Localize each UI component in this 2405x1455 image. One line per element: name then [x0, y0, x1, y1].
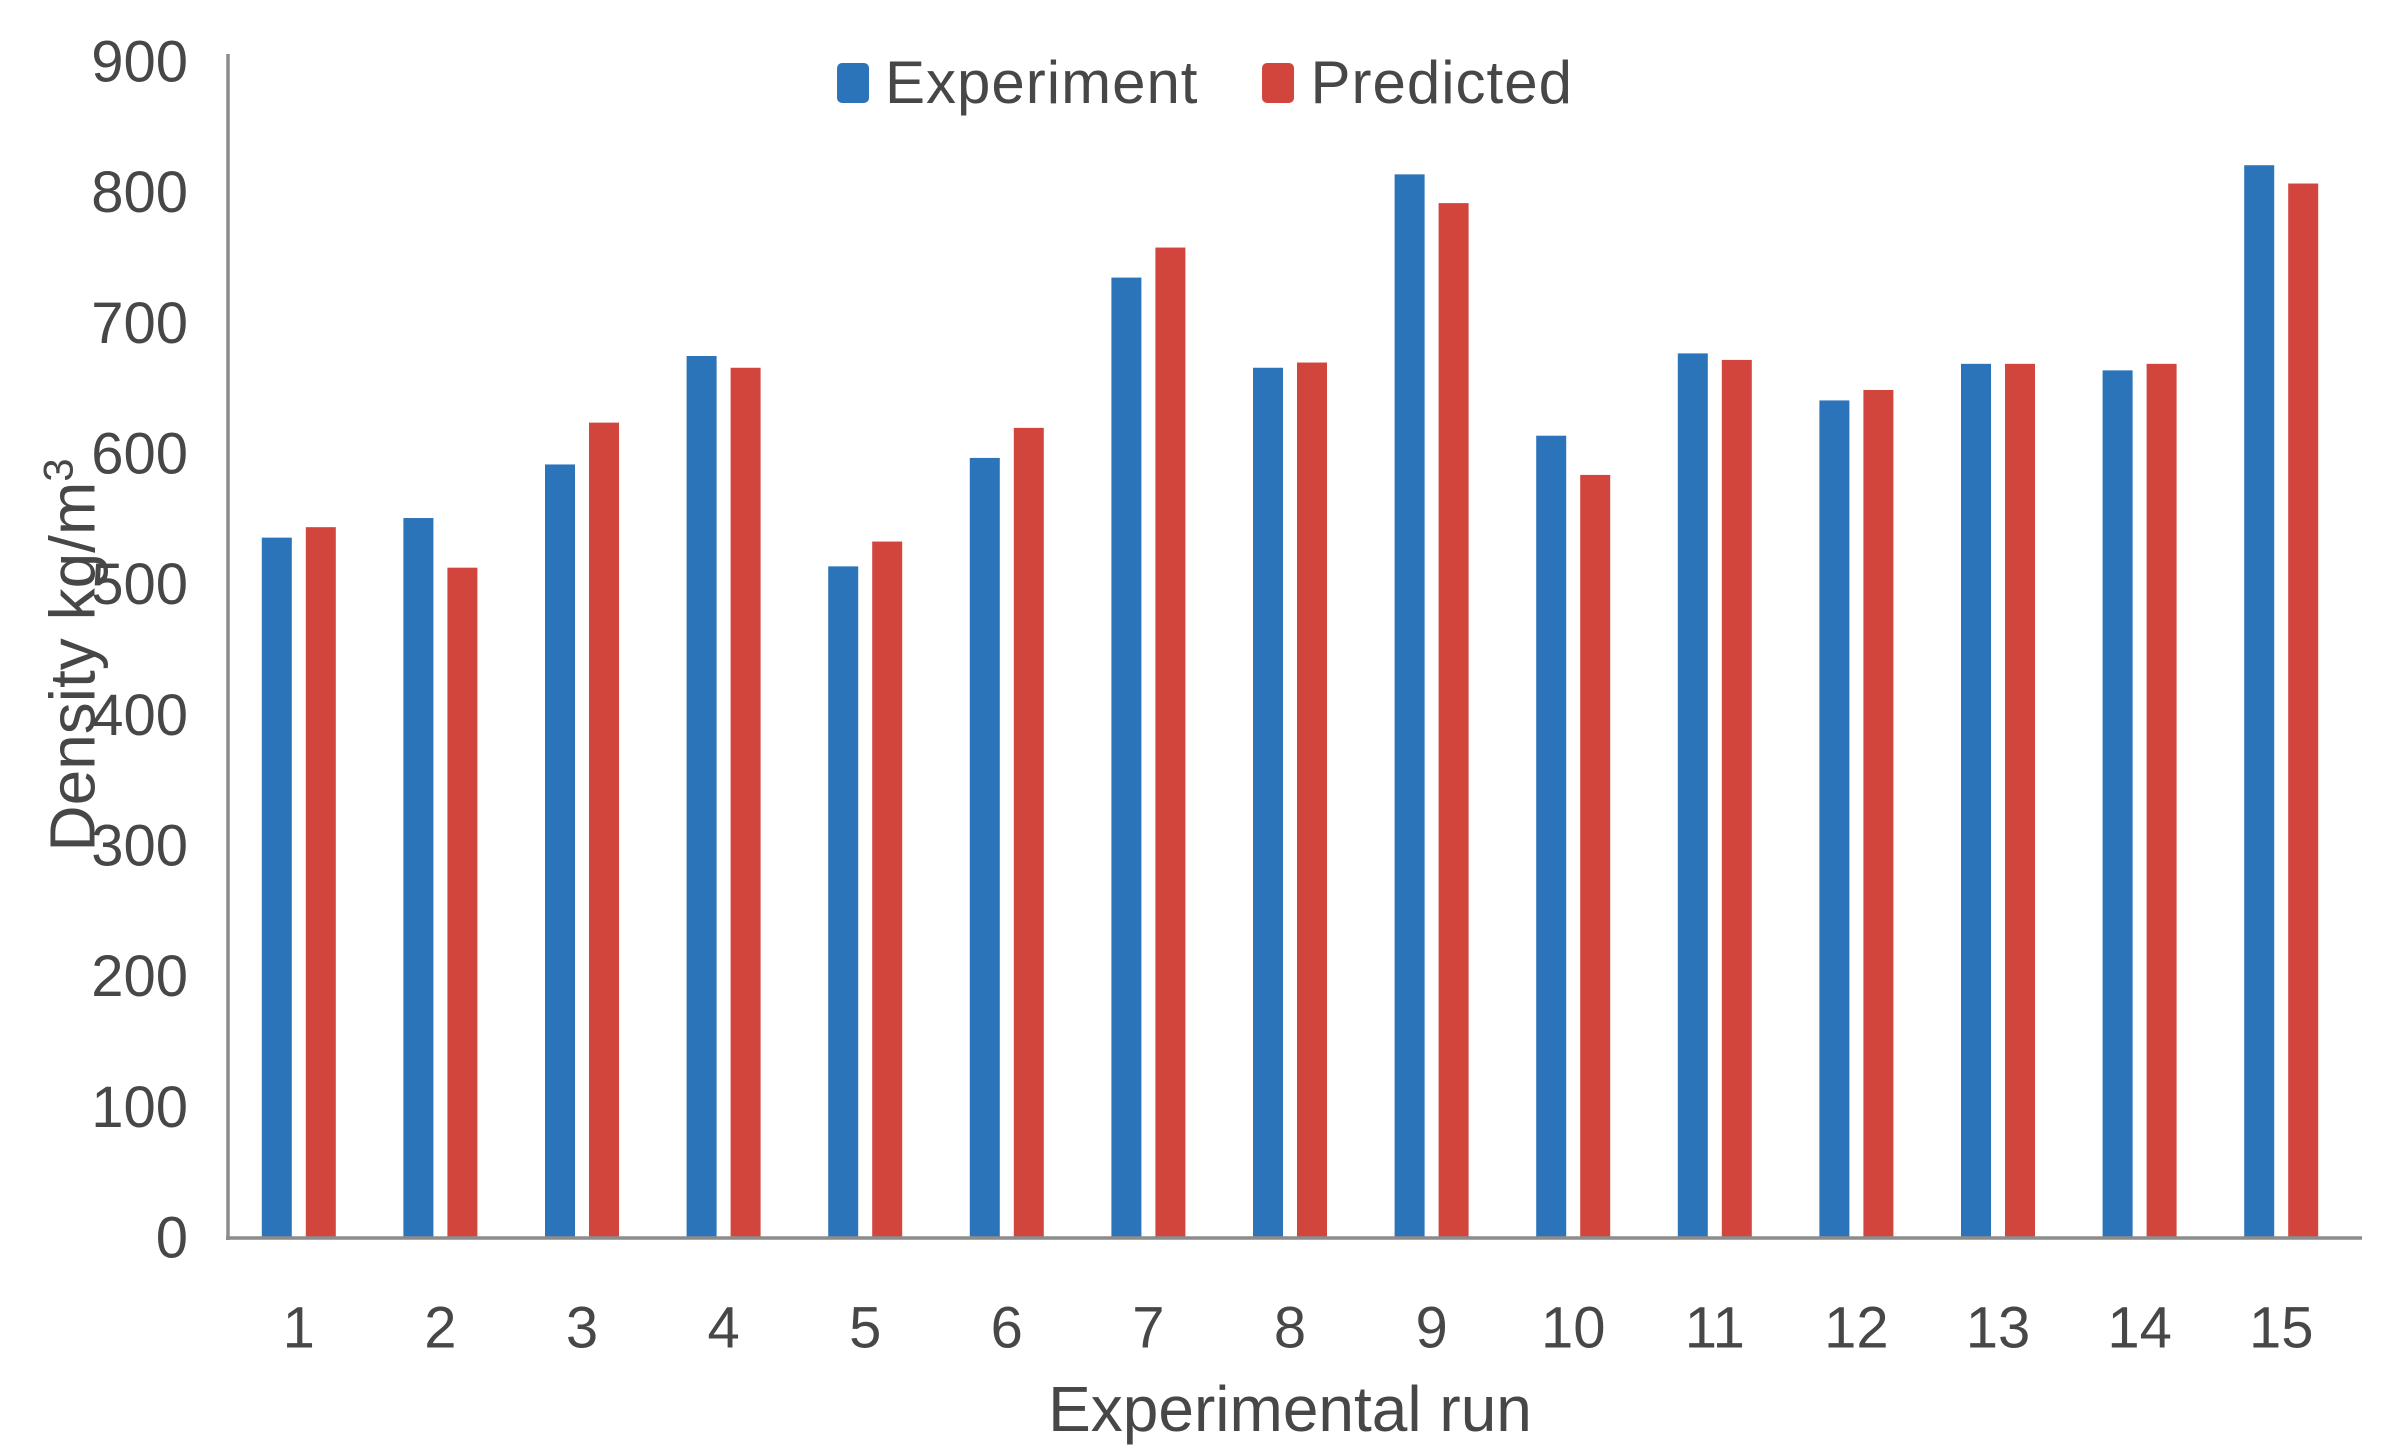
- y-tick-label-0: 0: [156, 1206, 188, 1271]
- y-tick-label-700: 700: [91, 291, 188, 356]
- bar-experiment-run-15: [2244, 165, 2275, 1238]
- y-tick-label-900: 900: [91, 30, 188, 95]
- x-tick-label-4: 4: [707, 1296, 739, 1361]
- x-tick-label-5: 5: [849, 1296, 881, 1361]
- bar-experiment-run-10: [1536, 435, 1567, 1238]
- bar-predicted-run-12: [1863, 389, 1894, 1238]
- x-tick-label-3: 3: [566, 1296, 598, 1361]
- x-tick-label-15: 15: [2249, 1296, 2314, 1361]
- y-tick-label-800: 800: [91, 160, 188, 225]
- x-tick-label-9: 9: [1415, 1296, 1447, 1361]
- legend-label-predicted: Predicted: [1310, 49, 1573, 116]
- x-tick-label-13: 13: [1966, 1296, 2031, 1361]
- x-tick-label-7: 7: [1132, 1296, 1164, 1361]
- bar-predicted-run-15: [2288, 183, 2319, 1238]
- bar-experiment-run-8: [1253, 367, 1283, 1238]
- legend-item-predicted: Predicted: [1262, 48, 1572, 117]
- legend-label-experiment: Experiment: [885, 49, 1199, 116]
- legend-item-experiment: Experiment: [837, 48, 1198, 117]
- predicted-swatch-icon: [1262, 62, 1295, 103]
- bar-experiment-run-13: [1961, 363, 1991, 1239]
- bar-predicted-run-7: [1155, 247, 1186, 1239]
- x-tick-label-14: 14: [2107, 1296, 2172, 1361]
- bar-predicted-run-6: [1013, 427, 1044, 1238]
- bar-experiment-run-2: [403, 518, 434, 1238]
- x-tick-label-2: 2: [424, 1296, 456, 1361]
- y-tick-label-100: 100: [91, 1075, 188, 1140]
- bar-experiment-run-3: [545, 464, 575, 1238]
- bar-predicted-run-9: [1438, 203, 1469, 1238]
- chart-legend: Experiment Predicted: [837, 48, 1573, 117]
- x-tick-label-8: 8: [1274, 1296, 1306, 1361]
- bar-predicted-run-3: [589, 422, 619, 1238]
- x-tick-label-12: 12: [1824, 1296, 1889, 1361]
- bar-predicted-run-13: [2005, 363, 2035, 1239]
- bar-predicted-run-10: [1580, 474, 1611, 1238]
- y-tick-label-200: 200: [91, 944, 188, 1009]
- bar-experiment-run-9: [1394, 174, 1425, 1239]
- y-axis-title: Density kg/m3: [34, 458, 109, 852]
- x-tick-label-1: 1: [283, 1296, 315, 1361]
- bar-experiment-run-14: [2102, 370, 2133, 1239]
- x-tick-label-10: 10: [1541, 1296, 1606, 1361]
- x-axis-title: Experimental run: [1048, 1373, 1532, 1445]
- bar-experiment-run-12: [1819, 400, 1850, 1239]
- bar-predicted-run-8: [1297, 362, 1327, 1238]
- bar-experiment-run-7: [1111, 277, 1142, 1239]
- x-tick-label-6: 6: [991, 1296, 1023, 1361]
- bar-experiment-run-1: [261, 537, 292, 1238]
- y-tick-label-400: 400: [91, 683, 188, 748]
- x-tick-label-11: 11: [1685, 1296, 1745, 1361]
- experiment-swatch-icon: [837, 62, 870, 103]
- bar-experiment-run-4: [686, 356, 717, 1238]
- bar-predicted-run-1: [305, 527, 336, 1238]
- bar-predicted-run-5: [872, 541, 903, 1238]
- y-tick-label-300: 300: [91, 814, 188, 879]
- bar-predicted-run-4: [730, 367, 761, 1238]
- bar-experiment-run-5: [828, 566, 859, 1238]
- bar-experiment-run-6: [969, 457, 1000, 1238]
- bar-predicted-run-11: [1721, 359, 1752, 1238]
- bar-predicted-run-14: [2146, 363, 2177, 1239]
- bar-experiment-run-11: [1677, 353, 1708, 1238]
- y-tick-label-500: 500: [91, 552, 188, 617]
- y-tick-label-600: 600: [91, 422, 188, 487]
- bar-predicted-run-2: [447, 567, 478, 1238]
